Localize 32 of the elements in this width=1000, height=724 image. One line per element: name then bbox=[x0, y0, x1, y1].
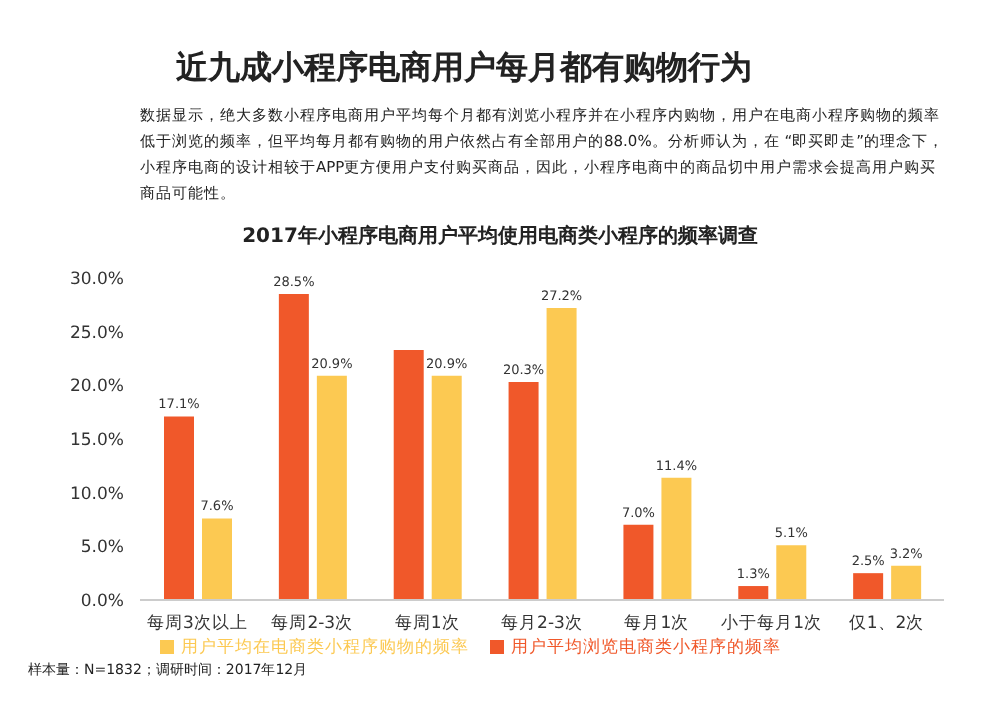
y-tick-label: 0.0% bbox=[80, 592, 124, 613]
bar bbox=[853, 573, 884, 600]
bar bbox=[738, 586, 769, 600]
x-tick-label: 每月1次 bbox=[624, 612, 690, 635]
bar bbox=[278, 294, 309, 600]
bar bbox=[393, 349, 424, 600]
bar bbox=[508, 382, 539, 600]
x-tick-label: 每周2-3次 bbox=[271, 612, 354, 635]
bar bbox=[661, 477, 692, 600]
bar bbox=[316, 375, 347, 600]
y-tick-label: 15.0% bbox=[69, 431, 124, 452]
bar bbox=[431, 375, 462, 600]
bar bbox=[546, 308, 577, 600]
y-tick-label: 5.0% bbox=[80, 538, 124, 559]
y-tick-label: 25.0% bbox=[69, 323, 124, 344]
bar bbox=[891, 565, 922, 600]
bar bbox=[202, 518, 232, 600]
bar bbox=[623, 524, 654, 600]
x-tick-label: 每月2-3次 bbox=[501, 612, 583, 635]
legend-label: 用户平均在电商类小程序购物的频率 bbox=[181, 638, 469, 658]
chart-subtitle: 2017年小程序电商用户平均使用电商类小程序的频率调查 bbox=[240, 222, 760, 250]
y-tick-label: 10.0% bbox=[69, 484, 124, 505]
bar bbox=[164, 416, 194, 600]
x-tick-label: 每周3次以上 bbox=[147, 612, 248, 635]
y-tick-label: 20.0% bbox=[69, 377, 124, 398]
y-tick-label: 30.0% bbox=[69, 270, 124, 291]
chart-title: 近九成小程序电商用户每月都有购物行为 bbox=[174, 46, 754, 90]
legend-label: 用户平均浏览电商类小程序的频率 bbox=[511, 638, 781, 658]
x-tick-label: 仅1、2次 bbox=[848, 612, 925, 635]
bar bbox=[776, 545, 807, 600]
x-tick-label: 每周1次 bbox=[394, 612, 460, 635]
x-tick-label: 小于每月1次 bbox=[721, 612, 823, 635]
